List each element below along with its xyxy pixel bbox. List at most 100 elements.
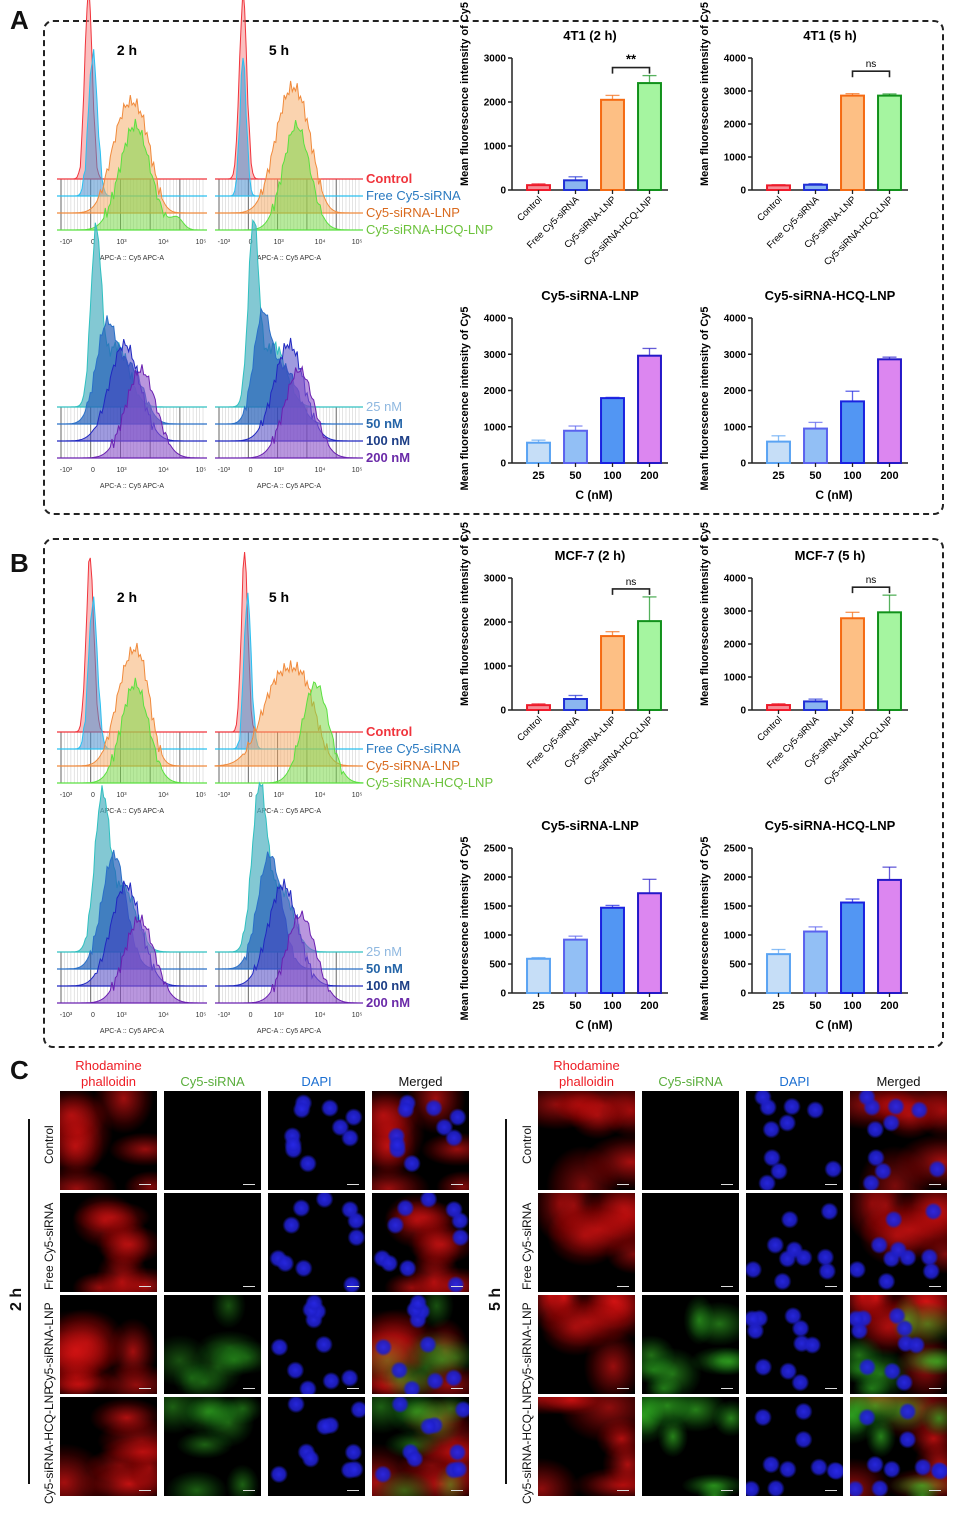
row-label: Cy5-siRNA-HCQ-LNP — [520, 1386, 534, 1505]
y-tick-label: 3000 — [484, 574, 507, 585]
legend-item: Free Cy5-siRNA — [366, 188, 461, 203]
x-tick-label: 10⁴ — [315, 792, 326, 799]
x-tick-label: 10⁴ — [158, 1012, 169, 1019]
channel-header: Cy5-siRNA — [180, 1074, 245, 1089]
scale-bar — [347, 1183, 359, 1185]
x-tick-label: 10⁵ — [352, 239, 363, 246]
x-tick-label: 10⁵ — [196, 792, 207, 799]
x-tick-label: -10³ — [218, 239, 231, 246]
scale-bar — [617, 1183, 629, 1185]
chart-title: Cy5-siRNA-LNP — [541, 288, 639, 303]
bar — [803, 930, 828, 994]
time-label: 2 h — [117, 589, 137, 605]
y-tick-label: 0 — [740, 706, 746, 717]
x-tick-label: 100 — [603, 470, 621, 482]
legend-item: Free Cy5-siRNA — [366, 741, 461, 756]
bar — [600, 906, 625, 994]
y-axis-label: Mean fluorescence intensity of Cy5 — [459, 2, 471, 186]
x-axis-label: C (nM) — [575, 488, 612, 502]
x-tick-label: 10³ — [116, 1012, 127, 1019]
x-tick-label: 0 — [249, 1012, 253, 1019]
scale-bar — [617, 1489, 629, 1491]
scale-bar — [139, 1183, 151, 1185]
micrograph-rhodamine — [538, 1091, 635, 1190]
significance-label: ns — [866, 59, 877, 70]
y-tick-label: 2500 — [484, 844, 507, 855]
micrograph-dapi — [268, 1193, 365, 1292]
bar — [877, 878, 902, 994]
x-tick-label: 200 — [880, 470, 898, 482]
bar — [803, 183, 828, 192]
y-tick-label: 1000 — [484, 422, 507, 433]
y-tick-label: 2000 — [484, 98, 507, 109]
micrograph-merged — [850, 1397, 947, 1496]
scale-bar — [929, 1183, 941, 1185]
y-axis-label: Mean fluorescence intensity of Cy5 — [699, 522, 711, 706]
scale-bar — [451, 1489, 463, 1491]
x-tick-label: 100 — [843, 1000, 861, 1012]
micrograph-rhodamine — [60, 1397, 157, 1496]
y-tick-label: 1000 — [724, 931, 747, 942]
bar — [637, 892, 662, 994]
y-tick-label: 0 — [740, 186, 746, 197]
scale-bar — [825, 1183, 837, 1185]
bar — [840, 94, 865, 191]
x-tick-label: Control — [755, 714, 784, 743]
x-tick-label: 25 — [772, 470, 784, 482]
x-axis-label: APC-A :: Cy5 APC-A — [100, 483, 165, 490]
time-label: 5 h — [269, 42, 289, 58]
y-tick-label: 1000 — [484, 662, 507, 673]
chart-title: Cy5-siRNA-LNP — [541, 818, 639, 833]
x-axis-label: C (nM) — [575, 1018, 612, 1032]
panel-a-letter: A — [10, 5, 29, 35]
x-tick-label: 10⁵ — [352, 1012, 363, 1019]
micrograph-merged — [372, 1397, 469, 1496]
x-tick-label: Cy5-siRNA-HCQ-LNP — [582, 714, 655, 787]
x-tick-label: 50 — [809, 1000, 821, 1012]
time-label: 5 h — [269, 589, 289, 605]
x-tick-label: 10³ — [274, 792, 285, 799]
legend-item: 50 nM — [366, 416, 403, 431]
x-tick-label: 25 — [532, 470, 544, 482]
y-tick-label: 0 — [500, 706, 506, 717]
y-axis-label: Mean fluorescence intensity of Cy5 — [699, 2, 711, 186]
x-tick-label: 0 — [91, 1012, 95, 1019]
micrograph-rhodamine — [538, 1193, 635, 1292]
legend-item: 25 nM — [366, 944, 402, 959]
y-tick-label: 3000 — [724, 607, 747, 618]
chart-title: Cy5-siRNA-HCQ-LNP — [765, 288, 896, 303]
micrograph-dapi — [746, 1397, 843, 1496]
x-tick-label: Cy5-siRNA-HCQ-LNP — [822, 714, 895, 787]
channel-header: Rhodamine phalloidin — [75, 1058, 142, 1089]
x-tick-label: 0 — [91, 239, 95, 246]
y-axis-label: Mean fluorescence intensity of Cy5 — [699, 307, 711, 491]
y-tick-label: 4000 — [724, 574, 747, 585]
significance-label: ns — [626, 577, 637, 588]
scale-bar — [139, 1285, 151, 1287]
x-axis-label: APC-A :: Cy5 APC-A — [257, 808, 322, 815]
bar — [526, 957, 551, 994]
x-tick-label: 200 — [640, 1000, 658, 1012]
bar — [840, 400, 865, 464]
channel-header: Rhodamine phalloidin — [553, 1058, 620, 1089]
significance-label: ** — [626, 52, 637, 67]
scale-bar — [243, 1387, 255, 1389]
row-label: Control — [520, 1125, 534, 1165]
bar-chart-4t1-2h: 4T1 (2 h) Mean fluorescence intensity of … — [459, 2, 668, 268]
x-tick-label: 100 — [603, 1000, 621, 1012]
micrograph-dapi — [268, 1397, 365, 1496]
y-tick-label: 2000 — [484, 873, 507, 884]
bar — [637, 82, 662, 191]
chart-title: 4T1 (5 h) — [803, 28, 856, 43]
bar — [563, 179, 588, 192]
x-tick-label: 10⁵ — [196, 239, 207, 246]
x-tick-label: 10⁵ — [352, 467, 363, 474]
legend-item: Control — [366, 724, 412, 739]
scale-bar — [929, 1387, 941, 1389]
scale-bar — [825, 1285, 837, 1287]
y-tick-label: 2000 — [484, 386, 507, 397]
